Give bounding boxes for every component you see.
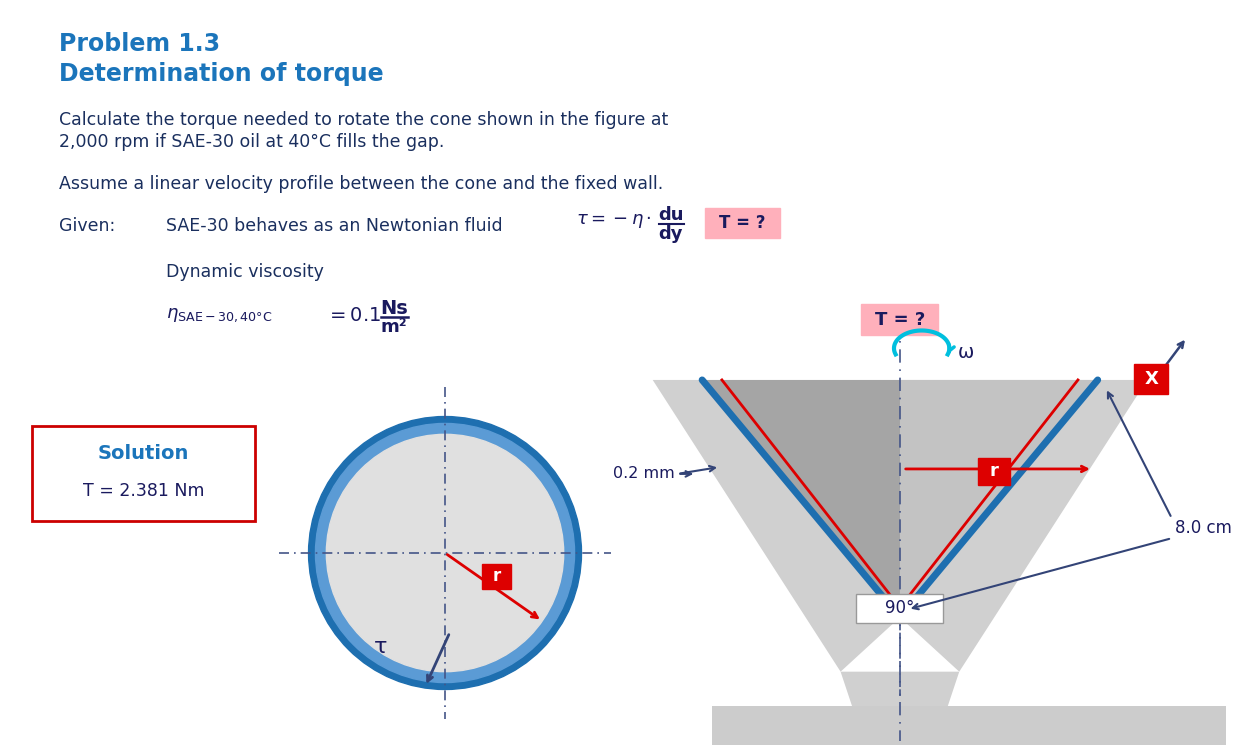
Text: $= 0.1$: $= 0.1$ <box>326 306 382 325</box>
FancyBboxPatch shape <box>862 304 939 336</box>
Polygon shape <box>900 380 1097 617</box>
FancyBboxPatch shape <box>857 593 944 623</box>
Text: 0.2 mm: 0.2 mm <box>613 467 675 482</box>
Text: dy: dy <box>658 225 683 243</box>
Text: 8.0 cm: 8.0 cm <box>1174 519 1231 537</box>
Text: Dynamic viscosity: Dynamic viscosity <box>166 263 324 281</box>
Text: m²: m² <box>381 318 408 336</box>
Text: Calculate the torque needed to rotate the cone shown in the figure at: Calculate the torque needed to rotate th… <box>60 111 668 129</box>
Text: T = ?: T = ? <box>874 311 925 329</box>
Text: r: r <box>492 567 501 585</box>
FancyBboxPatch shape <box>32 426 255 521</box>
Text: Solution: Solution <box>98 443 188 463</box>
Text: τ: τ <box>374 637 387 657</box>
Polygon shape <box>702 380 900 617</box>
Text: SAE-30 behaves as an Newtonian fluid: SAE-30 behaves as an Newtonian fluid <box>166 216 502 234</box>
Polygon shape <box>702 380 1097 617</box>
Polygon shape <box>841 672 960 731</box>
Polygon shape <box>652 380 900 672</box>
Text: du: du <box>658 206 684 224</box>
Circle shape <box>309 416 582 690</box>
Text: r: r <box>990 462 998 480</box>
Text: $\eta_{\mathsf{SAE-30,40°C}}$: $\eta_{\mathsf{SAE-30,40°C}}$ <box>166 306 273 324</box>
Text: T = ?: T = ? <box>719 213 766 231</box>
Text: 2,000 rpm if SAE-30 oil at 40°C fills the gap.: 2,000 rpm if SAE-30 oil at 40°C fills th… <box>60 133 445 151</box>
FancyBboxPatch shape <box>481 564 511 589</box>
Text: Given:: Given: <box>60 216 115 234</box>
Circle shape <box>315 423 574 682</box>
Text: T = 2.381 Nm: T = 2.381 Nm <box>83 482 205 500</box>
FancyBboxPatch shape <box>1135 364 1168 394</box>
FancyBboxPatch shape <box>978 458 1009 485</box>
Polygon shape <box>900 380 1147 672</box>
Text: 90°: 90° <box>885 599 915 617</box>
Text: ω: ω <box>957 343 973 362</box>
Text: X: X <box>1145 370 1158 388</box>
Text: Problem 1.3: Problem 1.3 <box>60 32 221 56</box>
Bar <box>712 706 1226 745</box>
FancyBboxPatch shape <box>706 208 780 237</box>
Text: $\tau = -\eta \cdot$: $\tau = -\eta \cdot$ <box>575 212 651 230</box>
Text: Ns: Ns <box>381 299 408 318</box>
Text: Determination of torque: Determination of torque <box>60 61 384 85</box>
Text: Assume a linear velocity profile between the cone and the fixed wall.: Assume a linear velocity profile between… <box>60 175 663 193</box>
Circle shape <box>326 434 564 672</box>
